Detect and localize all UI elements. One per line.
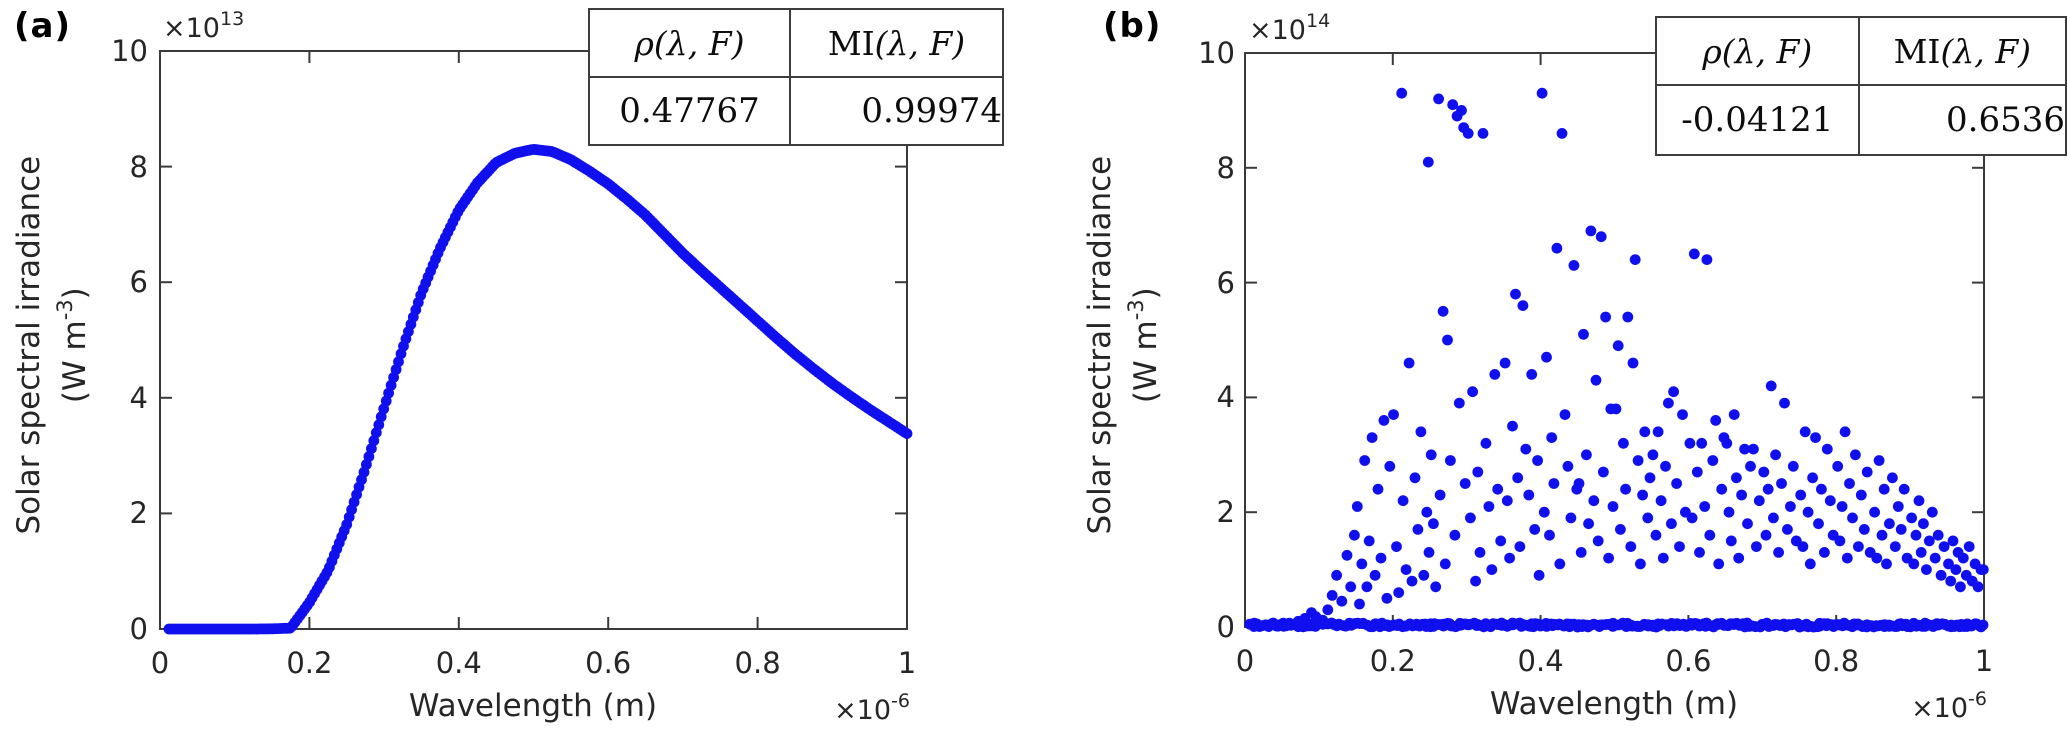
x-axis-label-a: Wavelength (m) (408, 688, 658, 724)
x-tick-label: 0 (1235, 644, 1255, 678)
y-tick-label: 10 (111, 34, 148, 68)
y-tick-label: 6 (129, 265, 148, 300)
y-tick-label: 2 (129, 496, 148, 531)
mi-header-b: MI(λ, F) (1857, 16, 2067, 86)
stats-table-b: ρ(λ, F) MI(λ, F) -0.04121 0.6536 (1655, 16, 2067, 156)
rho-value-a: 0.47767 (588, 76, 791, 146)
rho-header-b: ρ(λ, F) (1655, 16, 1860, 86)
x-tick-label: 0.2 (1369, 644, 1416, 678)
y-axis-label-line1: Solar spectral irradiance (10, 155, 47, 535)
exponent-base: ×10 (1249, 15, 1306, 46)
mi-header-a: MI(λ, F) (789, 8, 1004, 78)
panel-label-b: (b) (1103, 6, 1162, 46)
y-tick-label: 8 (129, 149, 148, 184)
y-axis-label-b: Solar spectral irradiance (W m-3) (1081, 58, 1165, 632)
y-axis-exponent-a: ×1013 (163, 8, 245, 44)
mi-value-b: 0.6536 (1857, 84, 2067, 156)
x-tick-label: 0.6 (585, 646, 632, 680)
y-tick-label: 2 (1216, 495, 1235, 530)
y-axis-label-a: Solar spectral irradiance (W m-3) (10, 56, 94, 634)
x-tick-label: 0.4 (435, 646, 482, 680)
exponent-base: ×10 (163, 13, 220, 44)
y-tick-label: 8 (1216, 150, 1235, 185)
exponent-power: 14 (1305, 10, 1331, 32)
y-tick-label: 4 (1216, 380, 1235, 415)
exponent-power: 13 (219, 8, 245, 30)
y-tick-label: 0 (129, 612, 148, 646)
stats-table-a: ρ(λ, F) MI(λ, F) 0.47767 0.99974 (588, 8, 1004, 146)
panel-label-a: (a) (14, 6, 72, 46)
x-axis-exponent-b: ×10-6 (1911, 688, 1987, 724)
mi-value-a: 0.99974 (789, 76, 1004, 146)
y-tick-label: 10 (1198, 36, 1235, 70)
x-tick-label: 0 (150, 646, 170, 680)
x-axis-label-b: Wavelength (m) (1489, 686, 1739, 722)
x-tick-label: 0.4 (1517, 644, 1564, 678)
x-tick-label: 0.8 (1813, 644, 1860, 678)
y-tick-label: 4 (129, 380, 148, 415)
y-axis-exponent-b: ×1014 (1249, 10, 1331, 46)
x-tick-label: 1 (897, 646, 917, 680)
y-tick-label: 0 (1216, 610, 1235, 644)
rho-header-a: ρ(λ, F) (588, 8, 791, 78)
y-axis-label-line2: (W m-3) (52, 287, 94, 404)
y-tick-label: 6 (1216, 265, 1235, 300)
y-axis-label-line1: Solar spectral irradiance (1081, 155, 1118, 535)
x-tick-label: 0.6 (1665, 644, 1712, 678)
x-tick-label: 0.8 (734, 646, 781, 680)
rho-value-b: -0.04121 (1655, 84, 1860, 156)
x-axis-exponent-a: ×10-6 (834, 690, 910, 726)
x-tick-label: 1 (1974, 644, 1994, 678)
x-tick-label: 0.2 (286, 646, 333, 680)
y-axis-label-line2: (W m-3) (1123, 287, 1165, 404)
